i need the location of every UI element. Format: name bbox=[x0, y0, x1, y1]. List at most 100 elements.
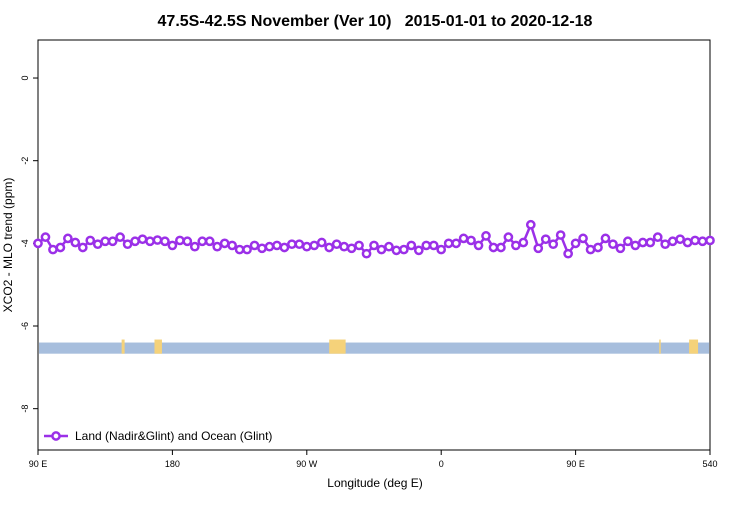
land-patch bbox=[659, 339, 661, 354]
data-point bbox=[92, 239, 103, 250]
data-point bbox=[249, 240, 260, 251]
data-point bbox=[212, 241, 223, 252]
data-point bbox=[294, 239, 305, 250]
data-point bbox=[690, 235, 700, 246]
data-point bbox=[301, 241, 312, 252]
data-point bbox=[107, 236, 118, 247]
data-point bbox=[40, 232, 51, 242]
data-point bbox=[182, 236, 193, 247]
land-patch bbox=[329, 339, 346, 354]
data-point bbox=[443, 238, 454, 249]
data-point bbox=[518, 237, 529, 248]
data-point bbox=[376, 244, 387, 255]
data-point bbox=[645, 237, 656, 248]
data-point bbox=[466, 235, 476, 246]
x-tick-label: 540 bbox=[702, 459, 717, 469]
data-point bbox=[167, 240, 178, 251]
legend-label: Land (Nadir&Glint) and Ocean (Glint) bbox=[75, 429, 272, 443]
data-point bbox=[391, 245, 402, 256]
data-point bbox=[585, 244, 596, 255]
data-point bbox=[175, 235, 185, 246]
data-point bbox=[660, 239, 671, 250]
data-point bbox=[369, 240, 379, 251]
x-tick-label: 0 bbox=[439, 459, 444, 469]
data-point bbox=[70, 237, 81, 248]
data-point bbox=[406, 240, 417, 251]
data-point bbox=[421, 240, 432, 251]
data-point bbox=[316, 237, 327, 248]
chart-title: 47.5S-42.5S November (Ver 10) 2015-01-01… bbox=[158, 13, 593, 30]
ocean-band bbox=[39, 342, 709, 354]
data-point bbox=[115, 232, 125, 242]
legend-marker bbox=[51, 431, 61, 441]
y-tick-label: -4 bbox=[20, 239, 30, 247]
data-point bbox=[503, 232, 514, 242]
data-point bbox=[570, 238, 581, 249]
data-point bbox=[496, 242, 506, 253]
data-point bbox=[234, 244, 245, 255]
data-point bbox=[600, 233, 611, 244]
data-point bbox=[160, 236, 170, 247]
data-point bbox=[264, 241, 275, 252]
data-point bbox=[55, 242, 66, 253]
x-tick-label: 90 W bbox=[296, 459, 318, 469]
data-point bbox=[637, 237, 648, 248]
data-point bbox=[346, 243, 357, 254]
data-point bbox=[309, 240, 320, 251]
data-point bbox=[197, 236, 208, 247]
data-point bbox=[399, 244, 409, 255]
data-point bbox=[413, 245, 424, 256]
data-point bbox=[675, 234, 685, 245]
data-point bbox=[130, 236, 140, 247]
data-point bbox=[540, 234, 551, 245]
data-point bbox=[77, 242, 88, 253]
data-point bbox=[608, 239, 618, 250]
data-point bbox=[652, 232, 663, 242]
data-point bbox=[227, 240, 237, 251]
y-tick-label: -6 bbox=[20, 322, 30, 330]
data-point bbox=[272, 240, 282, 251]
data-point bbox=[451, 238, 461, 249]
data-point bbox=[511, 240, 521, 251]
data-point bbox=[436, 244, 447, 255]
data-point bbox=[533, 243, 544, 254]
land-patch bbox=[121, 339, 125, 354]
data-point bbox=[219, 238, 230, 249]
data-point bbox=[85, 235, 96, 246]
data-point bbox=[384, 241, 394, 252]
data-point bbox=[630, 240, 641, 251]
data-point bbox=[593, 242, 603, 253]
data-point bbox=[615, 243, 626, 254]
data-point bbox=[667, 236, 678, 247]
data-point bbox=[100, 236, 111, 247]
y-tick-label: -2 bbox=[20, 157, 30, 165]
data-point bbox=[361, 248, 372, 259]
data-point bbox=[152, 235, 163, 245]
data-point bbox=[242, 244, 252, 255]
data-point bbox=[548, 239, 559, 250]
data-point bbox=[204, 236, 215, 247]
data-point bbox=[578, 233, 588, 244]
data-point bbox=[137, 234, 148, 245]
data-point bbox=[623, 236, 633, 247]
data-point bbox=[697, 236, 708, 247]
data-point bbox=[48, 244, 58, 255]
data-point bbox=[428, 240, 439, 251]
y-tick-label: 0 bbox=[20, 76, 30, 81]
data-point bbox=[33, 238, 43, 249]
data-point bbox=[122, 239, 133, 250]
data-point bbox=[555, 230, 566, 240]
land-patch bbox=[154, 339, 162, 354]
y-axis-label: XCO2 - MLO trend (ppm) bbox=[1, 178, 15, 313]
data-point bbox=[473, 240, 484, 251]
land-patch bbox=[689, 339, 699, 354]
data-point bbox=[257, 243, 267, 254]
data-point bbox=[682, 237, 693, 248]
data-point bbox=[145, 236, 155, 247]
data-point bbox=[63, 233, 73, 244]
data-point bbox=[458, 233, 469, 244]
data-point bbox=[324, 242, 335, 253]
data-point bbox=[525, 219, 536, 230]
data-point bbox=[279, 242, 290, 253]
